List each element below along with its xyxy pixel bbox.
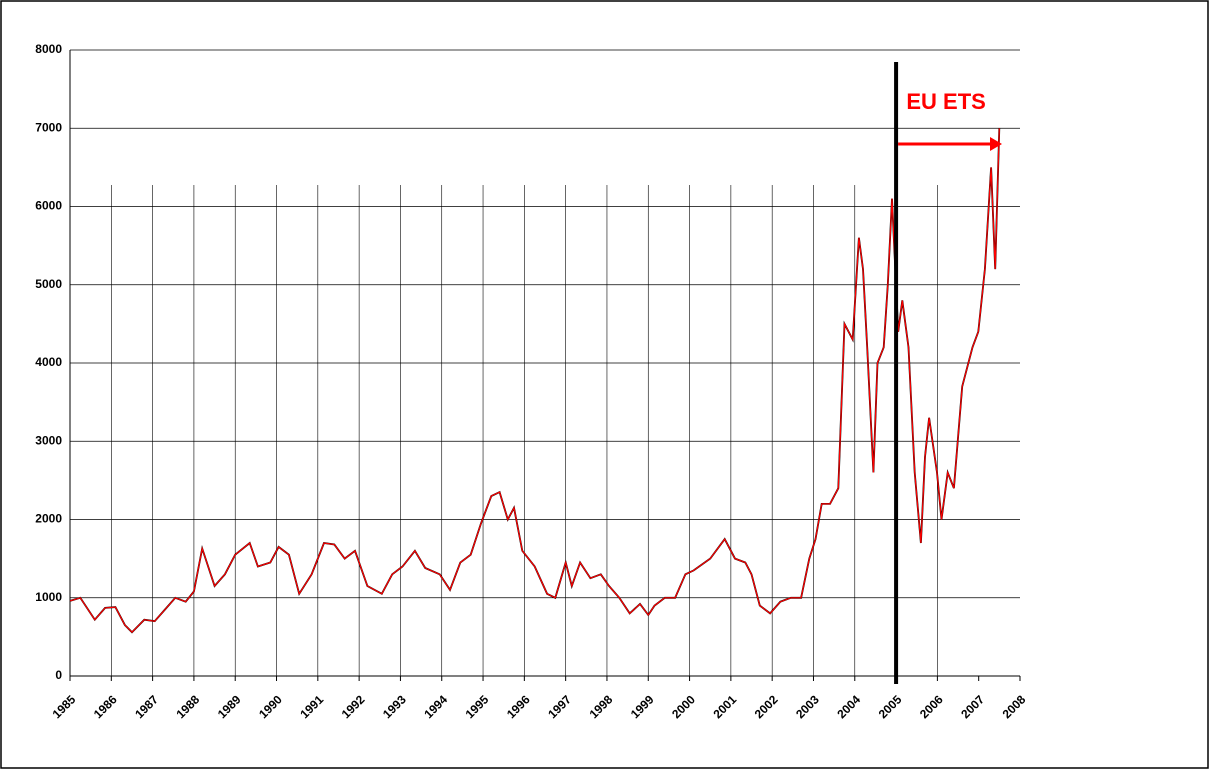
x-tick-label: 1996 — [504, 692, 533, 721]
y-tick-label: 3000 — [35, 433, 62, 447]
x-tick-label: 1986 — [91, 692, 120, 721]
x-tick-label: 2002 — [752, 692, 781, 721]
x-tick-label: 1994 — [421, 692, 450, 721]
arrow-head — [990, 137, 1002, 151]
x-tick-label: 1997 — [545, 692, 574, 721]
x-tick-label: 1988 — [173, 692, 202, 721]
y-tick-label: 5000 — [35, 277, 62, 291]
x-tick-label: 2000 — [669, 692, 698, 721]
x-tick-label: 1995 — [463, 692, 492, 721]
y-tick-label: 1000 — [35, 590, 62, 604]
y-tick-label: 6000 — [35, 199, 62, 213]
x-tick-label: 1991 — [297, 692, 326, 721]
x-tick-label: 1989 — [215, 692, 244, 721]
y-tick-label: 2000 — [35, 512, 62, 526]
x-tick-label: 2005 — [876, 692, 905, 721]
x-tick-label: 2001 — [710, 692, 739, 721]
y-tick-label: 0 — [55, 668, 62, 682]
x-tick-label: 1998 — [587, 692, 616, 721]
x-tick-label: 2004 — [834, 692, 863, 721]
y-tick-label: 8000 — [35, 42, 62, 56]
x-tick-label: 1992 — [339, 692, 368, 721]
annotation-text: EU ETS — [906, 89, 985, 114]
x-tick-label: 1985 — [50, 692, 79, 721]
x-tick-label: 2003 — [793, 692, 822, 721]
x-tick-label: 1993 — [380, 692, 409, 721]
series-line — [69, 128, 1001, 634]
x-tick-label: 1987 — [132, 692, 161, 721]
series-line — [69, 128, 1000, 634]
x-tick-label: 1990 — [256, 692, 285, 721]
x-tick-label: 1999 — [628, 692, 657, 721]
x-tick-label: 2008 — [1000, 692, 1029, 721]
y-tick-label: 7000 — [35, 120, 62, 134]
x-tick-label: 2007 — [958, 692, 987, 721]
x-tick-label: 2006 — [917, 692, 946, 721]
y-tick-label: 4000 — [35, 355, 62, 369]
